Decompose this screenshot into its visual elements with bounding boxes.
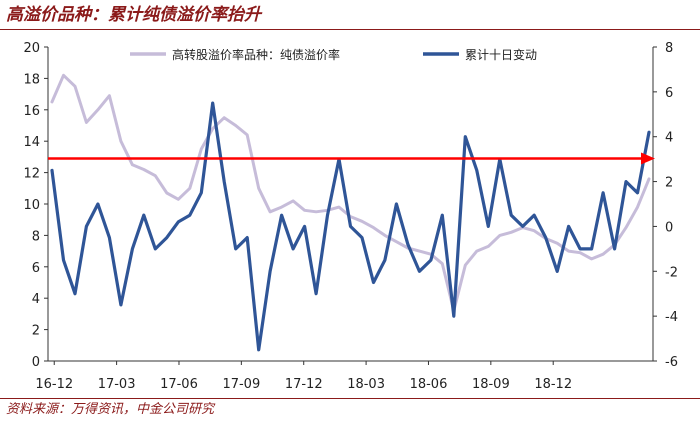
source-rule (0, 398, 700, 399)
x-tick-label: 16-12 (35, 377, 73, 392)
left-tick-label: 0 (32, 355, 40, 370)
x-tick-label: 18-06 (410, 377, 448, 392)
left-tick-label: 2 (32, 324, 40, 339)
left-tick-label: 10 (23, 198, 40, 213)
reference-arrow-head (641, 152, 655, 165)
legend-label-1: 高转股溢价率品种：纯债溢价率 (172, 47, 340, 62)
x-tick-label: 17-03 (98, 377, 136, 392)
x-tick-label: 18-03 (347, 377, 385, 392)
x-tick-label: 17-09 (222, 377, 260, 392)
right-tick-label: 0 (665, 220, 673, 235)
title-rule (0, 29, 700, 30)
chart-axes: 0 2 4 6 8 10 12 14 16 18 20 -6 -4 -2 0 2 4 6 8 16-12 17-03 17… (23, 41, 678, 392)
right-tick-label: 2 (665, 176, 673, 191)
left-tick-label: 18 (23, 72, 40, 87)
right-tick-label: -4 (665, 310, 678, 325)
source-note: 资料来源：万得资讯，中金公司研究 (6, 402, 215, 417)
right-tick-label: -6 (665, 355, 678, 370)
left-tick-label: 20 (23, 41, 40, 56)
x-tick-label: 18-09 (472, 377, 510, 392)
right-tick-label: -2 (665, 265, 678, 280)
right-tick-label: 8 (665, 41, 673, 56)
series-line-1 (50, 73, 651, 313)
left-tick-label: 8 (32, 229, 40, 244)
left-tick-label: 4 (32, 292, 40, 307)
x-tick-label: 18-12 (534, 377, 572, 392)
left-tick-label: 14 (23, 135, 40, 150)
left-tick-label: 12 (23, 167, 40, 182)
chart-legend: 高转股溢价率品种：纯债溢价率 累计十日变动 (130, 47, 537, 62)
left-tick-label: 16 (23, 104, 40, 119)
chart: 0 2 4 6 8 10 12 14 16 18 20 -6 -4 -2 0 2 4 6 8 16-12 17-03 17… (23, 41, 678, 392)
series-line-2 (50, 101, 651, 352)
x-tick-label: 17-06 (160, 377, 198, 392)
legend-label-2: 累计十日变动 (465, 47, 537, 62)
chart-title: 高溢价品种：累计纯债溢价率抬升 (6, 5, 261, 25)
right-tick-label: 4 (665, 131, 673, 146)
right-tick-label: 6 (665, 86, 673, 101)
x-tick-label: 17-12 (285, 377, 323, 392)
left-tick-label: 6 (32, 261, 40, 276)
chart-plot (48, 73, 655, 352)
